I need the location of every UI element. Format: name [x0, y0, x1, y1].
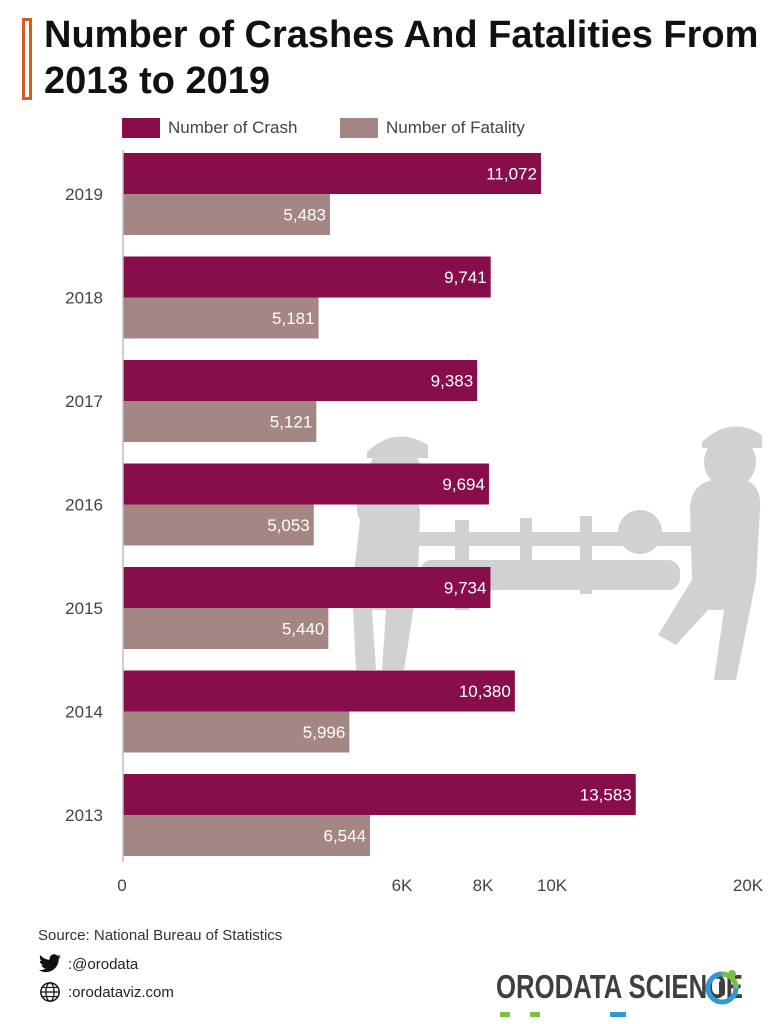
fatality-bar-2016 [123, 504, 314, 546]
fatality-bar-2013 [123, 815, 371, 856]
fatality-value-label-2017: 5,121 [270, 413, 313, 432]
crash-bar-2018 [123, 256, 491, 298]
bar-chart: 11,072 5,483 9,741 5,181 9,383 5,121 9,694 5,05… [65, 150, 764, 895]
website-text: :orodataviz.com [68, 984, 174, 1001]
source-note: Source: National Bureau of Statistics [38, 927, 283, 944]
y-tick-label-2019: 2019 [65, 185, 103, 204]
legend-label-fatality: Number of Fatality [386, 118, 525, 137]
fatality-value-label-2019: 5,483 [283, 206, 326, 225]
legend-swatch-crash [122, 118, 160, 138]
brand-dots [500, 1012, 626, 1017]
crash-bar-2017 [123, 360, 478, 401]
fatality-value-label-2014: 5,996 [303, 723, 346, 742]
crash-value-label-2014: 10,380 [459, 682, 511, 701]
y-tick-label-2017: 2017 [65, 392, 103, 411]
fatality-value-label-2018: 5,181 [272, 309, 315, 328]
orodata-logo-icon [705, 970, 739, 1005]
fatality-bar-2019 [123, 194, 330, 235]
legend-label-crash: Number of Crash [168, 118, 298, 137]
fatality-bar-2014 [123, 711, 350, 753]
brand-name: ORODATA SCIENCE [496, 968, 743, 1005]
x-tick-labels: 0 6K 8K 10K 20K [117, 876, 764, 895]
title-accent-bar [22, 18, 32, 100]
y-tick-label-2018: 2018 [65, 289, 103, 308]
crash-bar-2014 [123, 670, 515, 712]
fatality-bar-2017 [123, 401, 317, 442]
fatality-bar-2015 [123, 608, 329, 649]
y-tick-labels: 2019 2018 2017 2016 2015 2014 2013 [65, 185, 103, 825]
fatality-bar-2018 [123, 297, 319, 339]
crash-bar-2013 [123, 774, 636, 815]
brand-logo: ORODATA SCIENCE [496, 968, 746, 1018]
x-tick-label-0: 0 [117, 876, 126, 895]
crash-bar-2016 [123, 463, 489, 505]
x-tick-label-10K: 10K [537, 876, 568, 895]
crash-value-label-2016: 9,694 [442, 475, 485, 494]
twitter-handle-text: :@orodata [68, 956, 139, 973]
crash-value-label-2018: 9,741 [444, 268, 487, 287]
x-tick-label-8K: 8K [473, 876, 494, 895]
globe-icon [40, 982, 60, 1002]
fatality-value-label-2016: 5,053 [267, 516, 310, 535]
crash-bar-2019 [123, 153, 541, 194]
crash-value-label-2013: 13,583 [580, 786, 632, 805]
crash-value-label-2017: 9,383 [431, 372, 474, 391]
y-tick-label-2013: 2013 [65, 806, 103, 825]
x-tick-label-6K: 6K [392, 876, 413, 895]
fatality-value-label-2013: 6,544 [323, 827, 366, 846]
twitter-bird-icon [39, 954, 61, 973]
y-tick-label-2014: 2014 [65, 703, 103, 722]
fatality-value-label-2015: 5,440 [282, 620, 325, 639]
chart-title: Number of Crashes And Fatalities From 20… [44, 14, 759, 102]
legend-swatch-fatality [340, 118, 378, 138]
x-tick-label-20K: 20K [733, 876, 764, 895]
crash-bar-2015 [123, 567, 491, 608]
value-labels-layer: 11,072 5,483 9,741 5,181 9,383 5,121 9,694 5,05… [267, 165, 632, 846]
y-tick-label-2016: 2016 [65, 496, 103, 515]
crash-value-label-2015: 9,734 [444, 579, 487, 598]
crash-value-label-2019: 11,072 [486, 165, 537, 184]
bars-layer [123, 153, 636, 856]
y-tick-label-2015: 2015 [65, 599, 103, 618]
